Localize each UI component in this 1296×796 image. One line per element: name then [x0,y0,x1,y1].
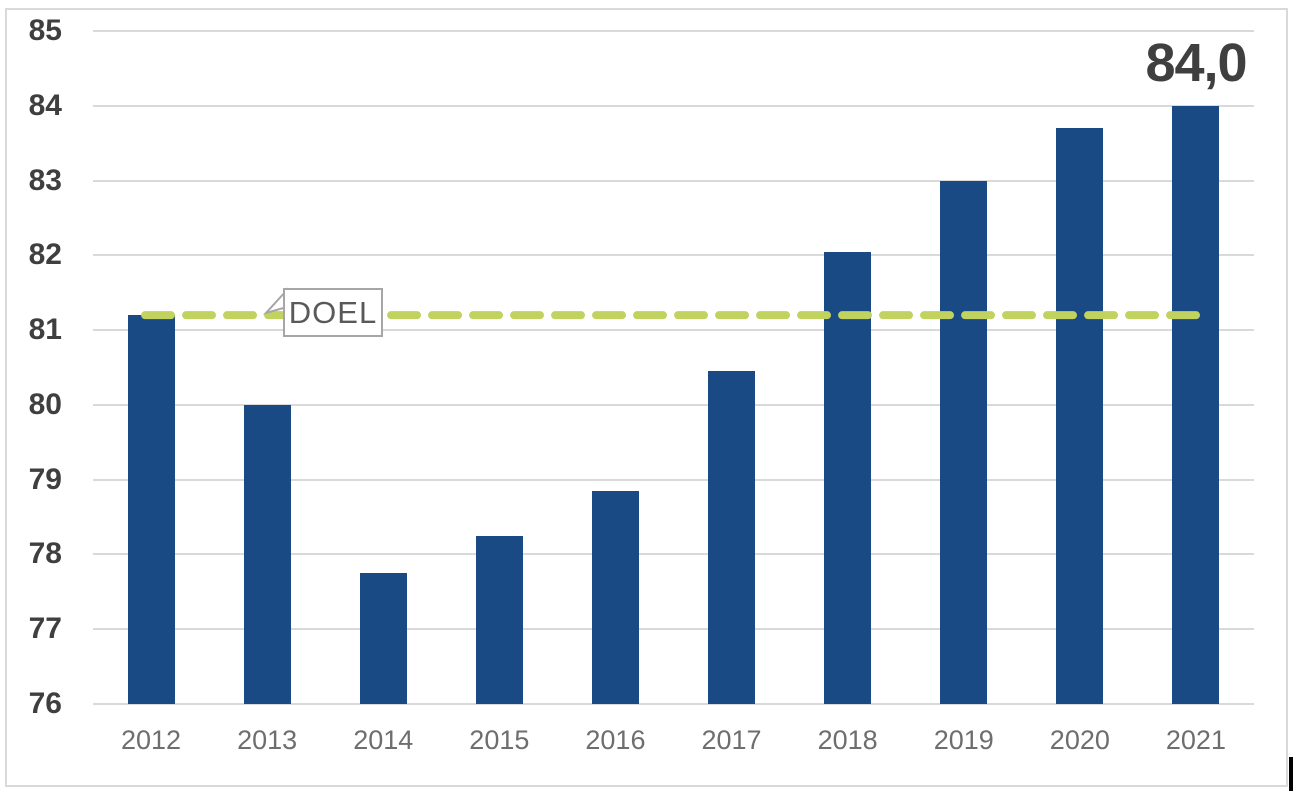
y-axis-tick-label: 81 [28,313,62,347]
gridline-80 [93,403,1254,406]
bar-2019 [940,180,988,704]
bar-2013 [243,404,291,704]
gridline-85 [93,30,1254,32]
y-axis-tick-label: 82 [28,238,62,272]
text-cursor-artifact [1289,757,1293,791]
x-axis-tick-label: 2021 [1165,725,1226,755]
y-axis-tick-label: 76 [28,687,62,720]
chart-outer-border [5,8,1288,787]
bar-2020 [1056,128,1104,704]
bar-2018 [824,251,872,704]
x-axis-tick-label: 2018 [817,725,878,755]
x-axis-tick-label: 2016 [585,725,646,755]
gridline-77 [93,628,1254,631]
gridline-78 [93,553,1254,556]
bar-2016 [591,490,639,704]
gridline-82 [93,254,1254,257]
target-callout-label: DOEL [288,294,378,330]
gridline-76 [93,703,1254,705]
gridline-83 [93,179,1254,182]
y-axis-tick-label: 80 [28,387,62,421]
x-axis-tick-label: 2019 [933,725,994,755]
y-axis-tick-label: 79 [28,462,62,496]
x-axis-tick-label: 2012 [121,725,182,755]
gridline-84 [93,104,1254,107]
data-label-2021: 84,0 [1145,33,1247,93]
y-axis-tick-label: 85 [28,14,62,47]
y-axis-tick-label: 83 [28,163,62,197]
x-axis-tick-label: 2013 [237,725,298,755]
bar-2021 [1172,105,1220,704]
target-callout: DOEL [283,288,383,337]
y-axis-tick-label: 77 [28,612,62,646]
gridline-81 [93,329,1254,332]
bar-2017 [708,371,756,704]
x-axis-tick-label: 2014 [353,725,414,755]
bar-2015 [475,535,523,704]
gridline-79 [93,478,1254,481]
y-axis-tick-label: 84 [28,88,62,122]
bar-2014 [359,573,407,704]
x-axis-tick-label: 2020 [1049,725,1110,755]
x-axis-tick-label: 2015 [469,725,530,755]
bar-2012 [127,315,175,704]
x-axis-tick-label: 2017 [701,725,762,755]
y-axis-tick-label: 78 [28,537,62,571]
